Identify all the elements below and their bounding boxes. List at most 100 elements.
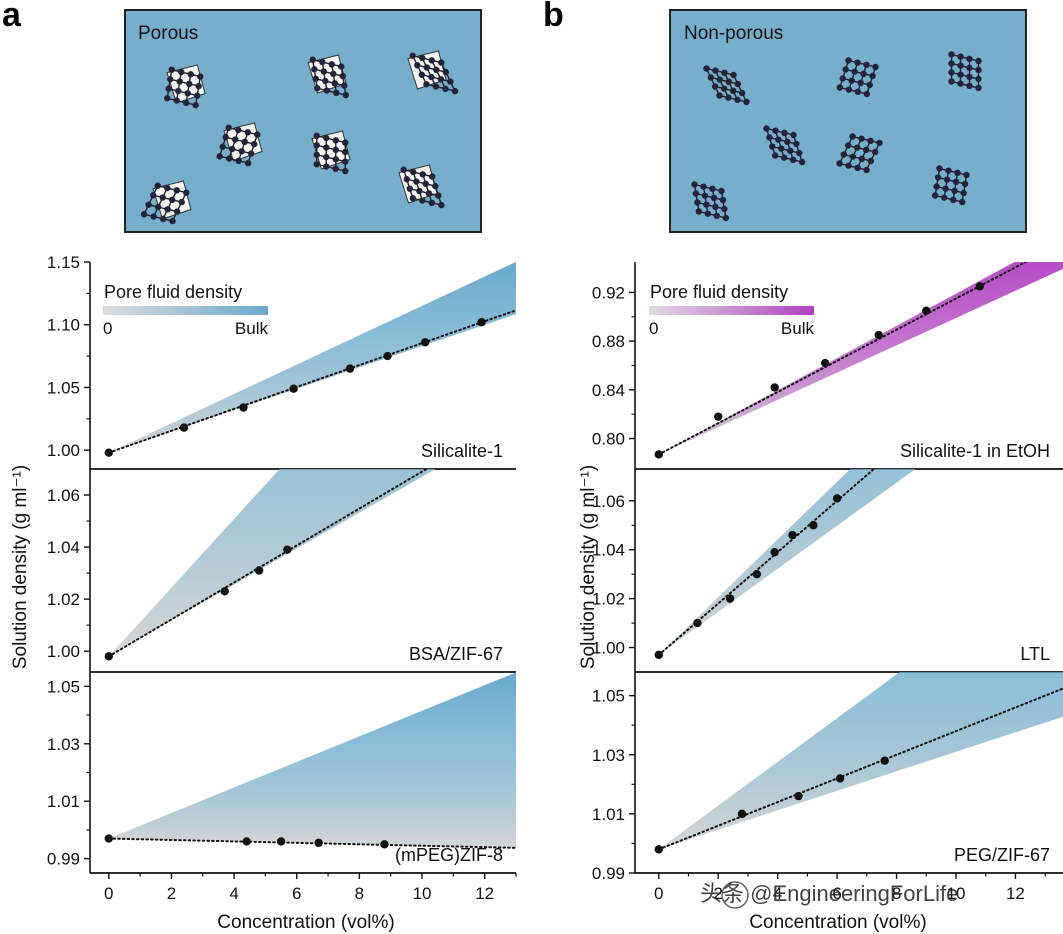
legend-gradient-a [103, 306, 268, 315]
x-tick-label: 8 [892, 884, 901, 903]
data-point [693, 618, 702, 628]
data-point [922, 306, 931, 315]
y-tick-label: 1.02 [47, 590, 80, 609]
legend-title-a: Pore fluid density [104, 282, 242, 302]
y-tick-label: 1.06 [47, 486, 80, 505]
y-tick-label: 0.92 [592, 283, 625, 302]
density-band [658, 672, 1063, 850]
y-tick-label: 1.04 [592, 541, 625, 560]
legend-low-b: 0 [649, 319, 658, 338]
data-point [654, 450, 663, 459]
inset-nonporous: Non-porous [669, 9, 1027, 233]
legend-high-a: Bulk [235, 319, 269, 338]
data-point [345, 364, 355, 373]
y-tick-label: 1.03 [47, 735, 80, 754]
x-tick-label: 10 [413, 884, 432, 903]
series-label: Silicalite-1 [421, 441, 503, 461]
data-point [788, 530, 797, 540]
data-point [737, 809, 747, 819]
fit-line [657, 687, 1063, 851]
data-point [283, 545, 292, 554]
data-point [179, 423, 189, 432]
subplot-5: 1.00 1.02 1.04 1.06 LTL [592, 469, 1063, 673]
x-tick-label: 6 [832, 884, 841, 903]
data-point [104, 448, 113, 457]
series-label: BSA/ZIF-67 [409, 644, 503, 664]
data-point [239, 403, 248, 412]
data-point [752, 569, 762, 579]
subplot-1: 1.00 1.05 1.10 1.15 Silicalite-1 [47, 253, 516, 470]
watermark-logo-icon [721, 881, 749, 909]
y-tick-label: 1.10 [47, 316, 80, 335]
panel-letter-a: a [2, 0, 22, 34]
y-tick-label: 1.05 [47, 677, 80, 696]
x-tick-label: 8 [355, 884, 364, 903]
crystal-icon [691, 181, 730, 222]
crystal-icon [836, 133, 883, 174]
crystal-icon [140, 180, 192, 225]
crystal-icon [398, 164, 445, 209]
data-point [835, 774, 845, 783]
crystal-illustrations-nonporous [691, 51, 982, 222]
legend-b: Pore fluid density 0 Bulk [649, 282, 814, 338]
data-point [654, 845, 663, 854]
data-point [242, 837, 251, 846]
density-band [108, 262, 516, 453]
y-tick-label: 1.03 [592, 746, 625, 765]
data-point [104, 834, 113, 843]
data-point [276, 837, 286, 846]
panel-letter-b: b [543, 0, 564, 34]
data-point [289, 384, 298, 393]
inset-label-nonporous: Non-porous [684, 23, 783, 44]
fit-line [107, 309, 516, 454]
data-point [654, 650, 663, 660]
y-tick-label: 1.00 [47, 441, 80, 460]
density-band [658, 469, 916, 655]
y-tick-label: 0.88 [592, 332, 625, 351]
subplot-3: 0.99 1.01 1.03 1.05 0 2 4 6 8 10 12 (mPEG)ZIF-8 [47, 672, 517, 903]
series-label: Silicalite-1 in EtOH [900, 441, 1050, 461]
data-point [220, 587, 229, 596]
density-band [108, 469, 436, 657]
density-band [108, 672, 516, 848]
x-tick-label: 6 [292, 884, 301, 903]
y-tick-label: 1.00 [592, 639, 625, 658]
data-point [104, 652, 113, 661]
y-axis-label-a: Solution density (g ml⁻¹) [10, 465, 31, 669]
legend-gradient-b [649, 306, 814, 315]
x-tick-label: 4 [229, 884, 238, 903]
data-point [794, 791, 803, 801]
y-tick-label: 1.01 [592, 805, 625, 824]
data-point [880, 756, 889, 765]
crystal-illustrations-porous [140, 50, 459, 225]
data-point [714, 412, 723, 421]
y-axis-label-b: Solution density (g ml⁻¹) [578, 465, 599, 669]
y-tick-label: 0.99 [592, 864, 625, 883]
crystal-icon [703, 65, 750, 106]
data-point [874, 330, 883, 340]
fit-line [657, 469, 876, 656]
y-tick-label: 1.06 [592, 492, 625, 511]
data-point [770, 383, 779, 392]
watermark: 头条 @EngineeringForLife [700, 881, 958, 909]
fit-line [657, 262, 1028, 456]
x-axis-label-b: Concentration (vol%) [749, 912, 926, 933]
data-point [832, 494, 842, 503]
y-tick-label: 0.84 [592, 381, 625, 400]
data-point [809, 521, 818, 530]
y-tick-label: 0.80 [592, 430, 625, 449]
data-point [380, 840, 389, 849]
series-label: PEG/ZIF-67 [954, 845, 1050, 865]
y-tick-label: 1.02 [592, 590, 625, 609]
legend-a: Pore fluid density 0 Bulk [103, 282, 268, 338]
data-point [770, 547, 779, 557]
x-tick-label: 2 [713, 884, 722, 903]
crystal-icon [407, 50, 459, 95]
fit-line [107, 837, 516, 849]
crystal-icon [763, 125, 806, 166]
data-point [254, 566, 264, 575]
y-tick-label: 1.00 [47, 642, 80, 661]
density-band [658, 262, 1063, 455]
series-label: LTL [1020, 644, 1050, 664]
